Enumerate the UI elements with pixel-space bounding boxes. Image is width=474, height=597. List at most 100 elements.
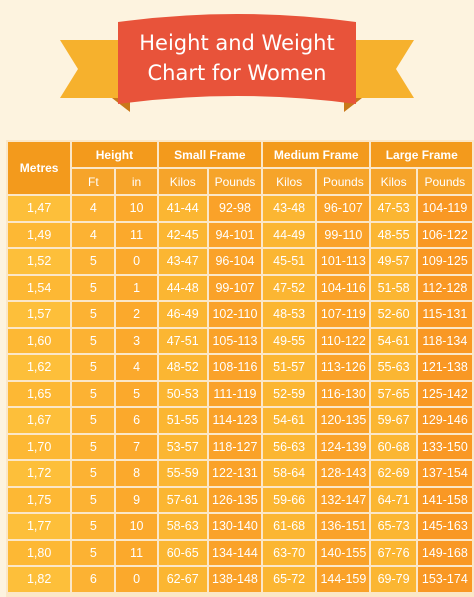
cell-large-kilos: 57-65 (371, 381, 416, 406)
cell-feet: 5 (72, 540, 115, 565)
cell-small-kilos: 46-49 (158, 302, 207, 327)
cell-feet: 5 (72, 434, 115, 459)
cell-metres: 1,52 (8, 249, 71, 274)
cell-metres: 1,47 (8, 196, 71, 221)
cell-medium-pounds: 124-139 (317, 434, 370, 459)
cell-feet: 5 (72, 408, 115, 433)
cell-metres: 1,80 (8, 540, 71, 565)
cell-large-pounds: 112-128 (417, 275, 472, 300)
subheader-large-kilos: Kilos (371, 169, 416, 194)
cell-large-kilos: 65-73 (371, 514, 416, 539)
header-height: Height (72, 142, 157, 167)
cell-medium-kilos: 51-57 (263, 355, 316, 380)
cell-small-pounds: 126-135 (208, 487, 262, 512)
cell-small-kilos: 58-63 (158, 514, 207, 539)
cell-medium-kilos: 54-61 (263, 408, 316, 433)
cell-metres: 1,75 (8, 487, 71, 512)
title-banner (60, 14, 414, 112)
cell-medium-pounds: 140-155 (317, 540, 370, 565)
cell-inches: 0 (116, 249, 157, 274)
cell-inches: 3 (116, 328, 157, 353)
cell-metres: 1,62 (8, 355, 71, 380)
cell-medium-pounds: 128-143 (317, 461, 370, 486)
cell-small-pounds: 118-127 (208, 434, 262, 459)
subheader-small-pounds: Pounds (208, 169, 262, 194)
cell-small-pounds: 111-119 (208, 381, 262, 406)
cell-metres: 1,65 (8, 381, 71, 406)
cell-large-pounds: 104-119 (417, 196, 472, 221)
table-row: 1,80 5 11 60-65 134-144 63-70 140-155 67-76 149-… (8, 540, 472, 565)
cell-metres: 1,72 (8, 461, 71, 486)
table-row: 1,60 5 3 47-51 105-113 49-55 110-122 54-61 118-1… (8, 328, 472, 353)
cell-large-kilos: 64-71 (371, 487, 416, 512)
cell-inches: 10 (116, 196, 157, 221)
cell-large-pounds: 106-122 (417, 222, 472, 247)
cell-medium-pounds: 96-107 (317, 196, 370, 221)
cell-inches: 0 (116, 567, 157, 592)
cell-feet: 5 (72, 249, 115, 274)
cell-small-pounds: 105-113 (208, 328, 262, 353)
cell-large-pounds: 115-131 (417, 302, 472, 327)
cell-large-kilos: 49-57 (371, 249, 416, 274)
cell-metres: 1,77 (8, 514, 71, 539)
cell-medium-pounds: 120-135 (317, 408, 370, 433)
cell-medium-kilos: 52-59 (263, 381, 316, 406)
cell-inches: 7 (116, 434, 157, 459)
cell-metres: 1,57 (8, 302, 71, 327)
ribbon-right-tail (344, 40, 414, 98)
cell-large-kilos: 47-53 (371, 196, 416, 221)
cell-small-pounds: 96-104 (208, 249, 262, 274)
cell-large-kilos: 69-79 (371, 567, 416, 592)
cell-medium-kilos: 45-51 (263, 249, 316, 274)
chart-title: Height and Weight Chart for Women (130, 28, 344, 88)
header-large-frame: Large Frame (371, 142, 472, 167)
cell-large-kilos: 55-63 (371, 355, 416, 380)
cell-medium-pounds: 132-147 (317, 487, 370, 512)
cell-medium-kilos: 63-70 (263, 540, 316, 565)
table-row: 1,54 5 1 44-48 99-107 47-52 104-116 51-58 112-12… (8, 275, 472, 300)
cell-small-pounds: 102-110 (208, 302, 262, 327)
cell-large-kilos: 54-61 (371, 328, 416, 353)
cell-feet: 4 (72, 196, 115, 221)
ribbon-left-tail (60, 40, 130, 98)
cell-large-pounds: 153-174 (417, 567, 472, 592)
cell-large-kilos: 67-76 (371, 540, 416, 565)
cell-metres: 1,82 (8, 567, 71, 592)
cell-large-kilos: 52-60 (371, 302, 416, 327)
cell-large-pounds: 149-168 (417, 540, 472, 565)
title-line-2: Chart for Women (147, 61, 327, 85)
cell-feet: 6 (72, 567, 115, 592)
subheader-large-pounds: Pounds (417, 169, 472, 194)
header-small-frame: Small Frame (158, 142, 262, 167)
cell-large-pounds: 125-142 (417, 381, 472, 406)
cell-small-kilos: 57-61 (158, 487, 207, 512)
table-row: 1,65 5 5 50-53 111-119 52-59 116-130 57-65 125-1… (8, 381, 472, 406)
cell-small-pounds: 99-107 (208, 275, 262, 300)
subheader-medium-pounds: Pounds (317, 169, 370, 194)
cell-small-kilos: 53-57 (158, 434, 207, 459)
cell-feet: 5 (72, 487, 115, 512)
cell-large-pounds: 109-125 (417, 249, 472, 274)
cell-medium-kilos: 61-68 (263, 514, 316, 539)
title-line-1: Height and Weight (139, 31, 335, 55)
cell-feet: 5 (72, 355, 115, 380)
cell-inches: 1 (116, 275, 157, 300)
table-row: 1,75 5 9 57-61 126-135 59-66 132-147 64-71 141-1… (8, 487, 472, 512)
cell-metres: 1,60 (8, 328, 71, 353)
cell-large-kilos: 48-55 (371, 222, 416, 247)
cell-small-pounds: 134-144 (208, 540, 262, 565)
cell-small-kilos: 43-47 (158, 249, 207, 274)
table-row: 1,62 5 4 48-52 108-116 51-57 113-126 55-63 121-1… (8, 355, 472, 380)
table-row: 1,52 5 0 43-47 96-104 45-51 101-113 49-57 109-12… (8, 249, 472, 274)
cell-large-pounds: 121-138 (417, 355, 472, 380)
cell-medium-pounds: 107-119 (317, 302, 370, 327)
cell-medium-pounds: 110-122 (317, 328, 370, 353)
cell-medium-pounds: 116-130 (317, 381, 370, 406)
table-row: 1,72 5 8 55-59 122-131 58-64 128-143 62-69 137-1… (8, 461, 472, 486)
cell-small-pounds: 122-131 (208, 461, 262, 486)
cell-large-kilos: 59-67 (371, 408, 416, 433)
cell-medium-kilos: 49-55 (263, 328, 316, 353)
cell-large-pounds: 137-154 (417, 461, 472, 486)
cell-inches: 2 (116, 302, 157, 327)
cell-small-pounds: 114-123 (208, 408, 262, 433)
